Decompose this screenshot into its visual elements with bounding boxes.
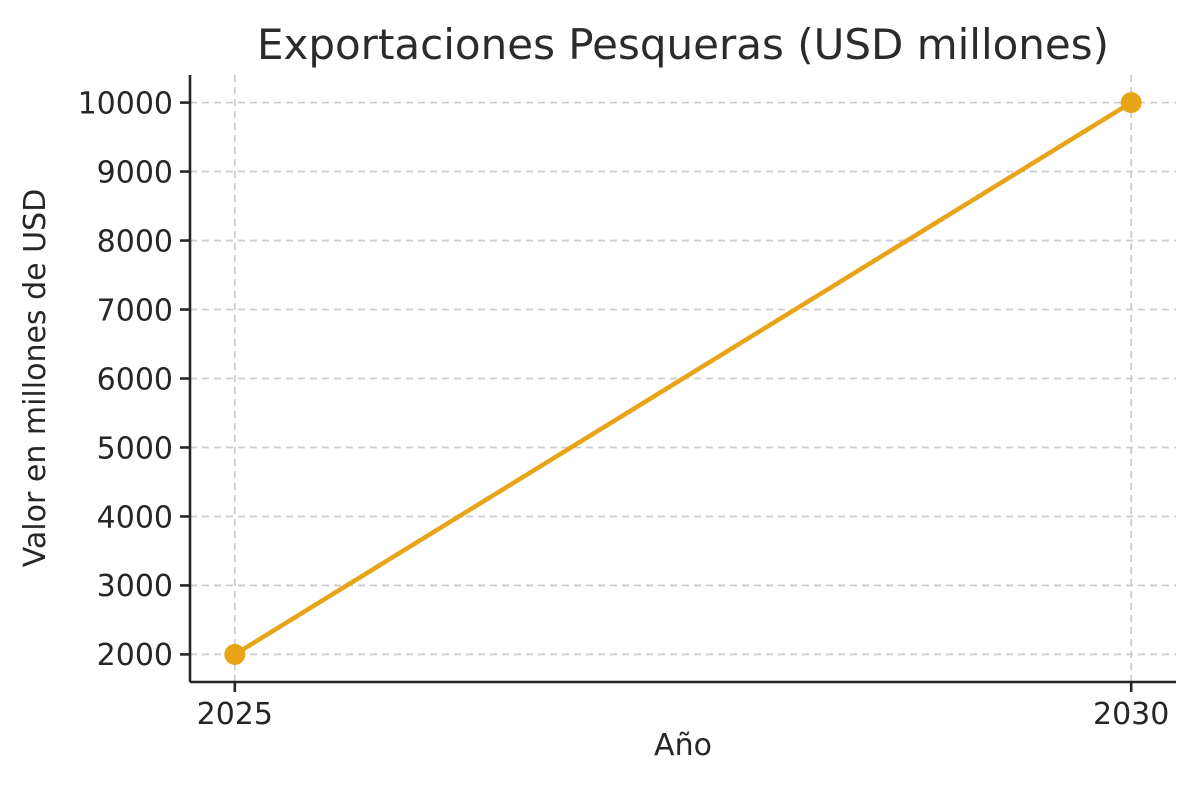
x-tick-label: 2025 xyxy=(197,697,273,732)
series-line xyxy=(232,100,1134,657)
x-tick-label: 2030 xyxy=(1093,697,1169,732)
y-tick-label: 4000 xyxy=(97,500,173,535)
data-point xyxy=(224,643,246,665)
y-tick-label: 8000 xyxy=(97,224,173,259)
y-tick-label: 2000 xyxy=(97,638,173,673)
x-axis-label: Año xyxy=(654,728,712,763)
y-tick-label: 10000 xyxy=(78,86,173,121)
y-tick-label: 9000 xyxy=(97,155,173,190)
data-point xyxy=(1120,92,1142,114)
y-tick-label: 7000 xyxy=(97,293,173,328)
y-tick-label: 5000 xyxy=(97,431,173,466)
y-tick-label: 3000 xyxy=(97,569,173,604)
chart-title: Exportaciones Pesqueras (USD millones) xyxy=(256,20,1110,69)
y-tick-label: 6000 xyxy=(97,362,173,397)
